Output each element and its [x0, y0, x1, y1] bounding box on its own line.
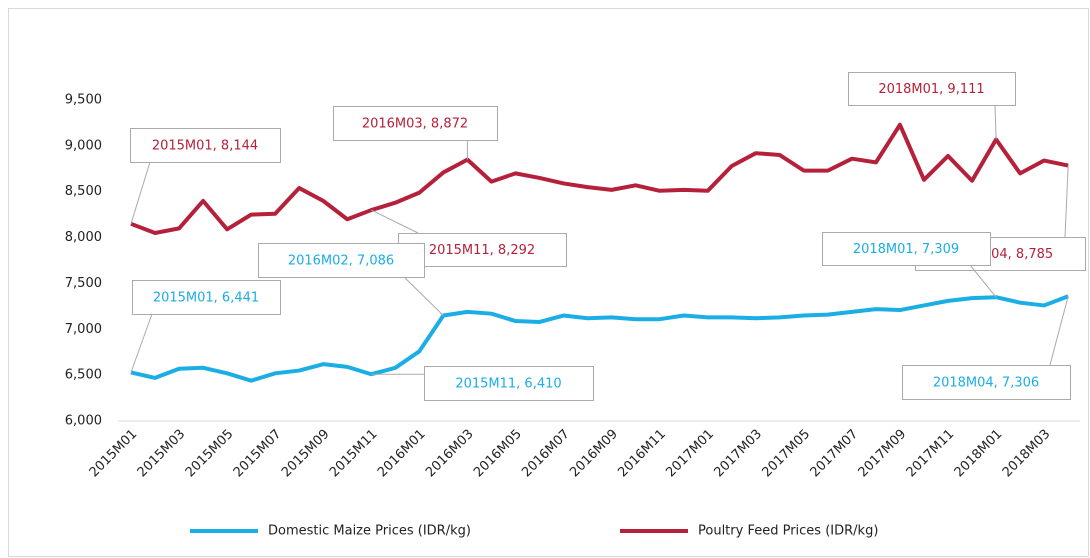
callout-box — [258, 243, 425, 278]
callout-label: 2018M01, 7,309 — [853, 242, 959, 257]
callout-label: 2015M01, 6,441 — [153, 291, 259, 306]
callout-label: 2018M04, 7,306 — [933, 376, 1039, 391]
callout-box — [424, 366, 594, 401]
callout-label: 2015M11, 6,410 — [455, 377, 561, 392]
y-tick-label: 7,000 — [65, 322, 102, 337]
callout-label: 2016M03, 8,872 — [362, 117, 468, 132]
callout-leader — [1064, 165, 1069, 238]
y-tick-label: 6,500 — [65, 368, 102, 383]
y-tick-label: 9,000 — [65, 138, 102, 153]
y-tick-label: 6,000 — [65, 414, 102, 429]
callout-leader — [969, 264, 997, 298]
callout-box — [822, 232, 991, 266]
y-tick-label: 9,500 — [65, 93, 102, 108]
callout-box — [130, 128, 281, 163]
callout-leader — [130, 313, 153, 373]
callout-box — [398, 233, 567, 267]
callout-box — [902, 365, 1071, 400]
callout-box — [333, 106, 498, 141]
legend-label: Poultry Feed Prices (IDR/kg) — [698, 524, 878, 539]
callout-leader — [403, 276, 444, 316]
series-line — [130, 122, 1069, 235]
callout-label: 2015M01, 8,144 — [152, 139, 258, 154]
y-tick-label: 8,000 — [65, 230, 102, 245]
y-tick-label: 7,500 — [65, 276, 102, 291]
callout-box — [132, 280, 281, 315]
callout-label: 2018M01, 9,111 — [878, 82, 984, 97]
y-tick-label: 8,500 — [65, 184, 102, 199]
callout-leader — [994, 104, 997, 140]
callout-box — [848, 72, 1016, 106]
callout-label: 2015M11, 8,292 — [429, 243, 535, 258]
series-line — [130, 294, 1069, 383]
callout-leader — [130, 161, 151, 224]
callout-label: 2016M02, 7,086 — [288, 254, 394, 269]
callout-leader — [371, 209, 419, 234]
callout-leader — [1049, 296, 1069, 366]
legend-label: Domestic Maize Prices (IDR/kg) — [268, 524, 471, 539]
